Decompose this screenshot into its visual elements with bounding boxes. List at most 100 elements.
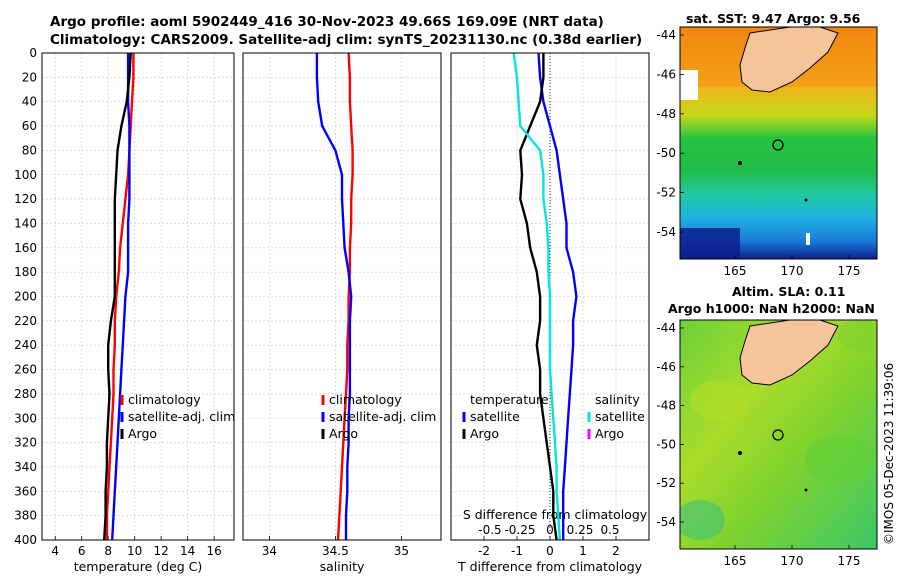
y-tick-label: 400 [14,533,37,547]
lat-tick-label: -46 [656,67,676,81]
legend-label: climatology [329,392,402,407]
x-tick-label: 4 [51,544,59,558]
y-tick-label: 120 [14,192,37,206]
legend-label: Argo [470,426,499,441]
lon-tick-label: 170 [781,554,804,568]
lon-tick-label: 175 [838,264,861,278]
salinity-panel: 34 34.5 35 salinity climatology satellite-adj… [242,52,442,574]
legend-label: satellite [470,409,520,424]
figure-title-line-2: Climatology: CARS2009. Satellite-adj cli… [50,32,643,48]
legend-label: climatology [128,392,201,407]
legend-label: satellite [595,409,645,424]
y-tick-label: 20 [22,70,37,84]
legend-label: Argo [595,426,624,441]
y-tick-label: 280 [14,387,37,401]
lat-tick-label: -44 [656,321,676,335]
sst-map: -44 -46 -48 -50 -52 -54 165 170 175 [656,26,878,278]
x-axis-label: temperature (deg C) [74,559,203,574]
s-tick-label: 0.25 [567,523,594,537]
y-tick-label: 40 [22,95,37,109]
series-line-salinity-satellite [512,52,562,541]
y-tick-label: 320 [14,436,37,450]
x-axis-label: salinity [320,559,365,574]
island [738,451,742,455]
s-tick-label: 0.5 [600,523,619,537]
lat-tick-label: -52 [656,476,676,490]
lat-tick-label: -48 [656,107,676,121]
new-zealand-land [739,320,839,386]
sla-lat-axis: -44 -46 -48 -50 -52 -54 [656,321,684,529]
x-tick-label: 14 [180,544,195,558]
s-tick-label: 0 [546,523,554,537]
sla-anomaly [690,380,750,420]
x-tick-label: 34 [262,544,277,558]
figure-title-line-1: Argo profile: aoml 5902449_416 30-Nov-20… [50,14,604,30]
x-tick-label: 12 [154,544,169,558]
s-tick-label: -0.5 [478,523,501,537]
axes-frame [242,52,442,541]
sla-anomaly [680,500,725,540]
y-tick-label: 220 [14,314,37,328]
s-tick-label: -0.25 [504,523,535,537]
argo-location-marker [772,429,784,441]
island [738,161,742,165]
series-line-satellite-adj-clim [315,53,353,540]
legend-label: Argo [329,426,358,441]
lon-tick-label: 175 [838,554,861,568]
difference-panel: -2 -1 0 1 2 -0.5 -0.25 0 0.25 0.5S difference fro… [450,52,650,574]
lat-tick-label: -50 [656,437,676,451]
island [804,198,808,202]
y-tick-label: 100 [14,168,37,182]
sst-missing-data [680,70,698,100]
y-tick-label: 360 [14,484,37,498]
sla-anomaly [805,435,875,485]
x-tick-label: -1 [511,544,523,558]
y-tick-label: 180 [14,265,37,279]
y-tick-label: 300 [14,411,37,425]
sla-lon-axis: 165 170 175 [724,545,861,568]
x-tick-label: 6 [78,544,86,558]
series-line-climatology [336,52,354,541]
lat-tick-label: -52 [656,186,676,200]
lat-tick-label: -50 [656,146,676,160]
legend-label: Argo [128,426,157,441]
lat-tick-label: -54 [656,225,676,239]
series-line-argo [103,52,132,541]
sla-map-title: Altim. SLA: 0.11 [732,284,846,299]
y-tick-label: 260 [14,363,37,377]
sst-map-title: sat. SST: 9.47 Argo: 9.56 [686,11,861,26]
x-axis-label: T difference from climatology [457,559,643,574]
x-tick-label: -2 [478,544,490,558]
sla-map: -44 -46 -48 -50 -52 -54 165 170 175 [656,319,878,568]
sla-anomaly [838,320,877,351]
series-line-satellite-adj-clim [111,53,131,541]
sla-map-subtitle: Argo h1000: NaN h2000: NaN [668,301,875,316]
lon-tick-label: 165 [724,554,747,568]
lat-tick-label: -54 [656,515,676,529]
lat-tick-label: -48 [656,399,676,413]
y-tick-label: 80 [22,143,37,157]
sst-cold-patch [680,228,740,259]
lat-tick-label: -46 [656,360,676,374]
argo-location-marker [772,139,784,151]
y-tick-label: 380 [14,509,37,523]
legend-label: satellite-adj. clim [128,409,235,424]
legend-heading: salinity [595,392,640,407]
temperature-panel: 4 6 8 10 12 14 1602040608010012014016018020022… [14,46,235,574]
y-tick-label: 60 [22,119,37,133]
sst-missing-data [806,233,810,245]
x-tick-label: 35 [394,544,409,558]
x-tick-label: 2 [612,544,620,558]
s-axis-label: S difference from climatology [463,507,648,522]
sst-map-frame [679,26,878,260]
sst-lat-axis: -44 -46 -48 -50 -52 -54 [656,28,684,239]
series-line-temperature-satellite [537,52,578,540]
axes-frame [41,52,235,541]
lon-tick-label: 165 [724,264,747,278]
axes-frame [450,52,650,541]
island [804,488,808,492]
x-tick-label: 1 [579,544,587,558]
lat-tick-label: -44 [656,28,676,42]
x-tick-label: 10 [127,544,142,558]
